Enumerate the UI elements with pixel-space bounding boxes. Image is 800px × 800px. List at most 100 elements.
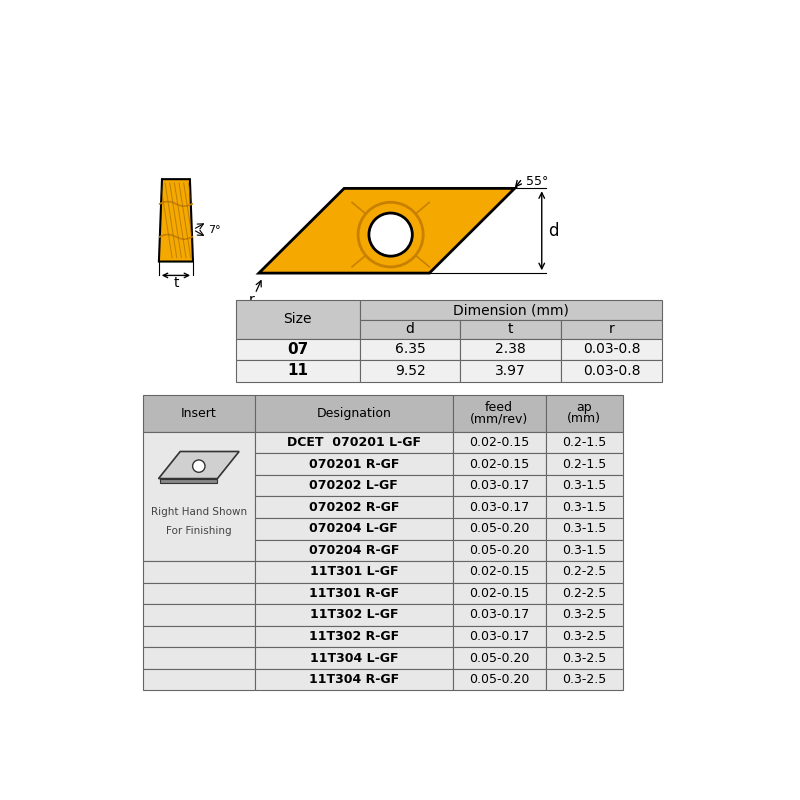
Bar [453,496,546,518]
Text: 0.3-1.5: 0.3-1.5 [562,501,606,514]
Text: 9.52: 9.52 [394,364,426,378]
Text: 11T304 L-GF: 11T304 L-GF [310,651,398,665]
Bar [255,582,453,604]
Text: DCET  070201 L-GF: DCET 070201 L-GF [287,436,421,449]
Text: 6.35: 6.35 [394,342,426,356]
Bar [142,432,255,561]
Bar [453,582,546,604]
Text: r: r [609,322,614,336]
Bar [453,669,546,690]
Text: 11: 11 [287,363,308,378]
Text: 070204 L-GF: 070204 L-GF [310,522,398,535]
Bar [142,561,255,582]
Text: 0.2-1.5: 0.2-1.5 [562,458,606,470]
Bar [453,394,546,432]
Polygon shape [259,188,514,273]
Circle shape [369,213,412,256]
Bar [255,518,453,539]
Bar [255,626,453,647]
Text: 0.03-0.17: 0.03-0.17 [469,609,530,622]
Bar [561,360,662,382]
Bar [360,300,662,320]
Bar [236,300,360,338]
Text: 3.97: 3.97 [495,364,526,378]
Bar [453,518,546,539]
Bar [460,360,561,382]
Text: 0.3-2.5: 0.3-2.5 [562,651,606,665]
Text: 11T302 R-GF: 11T302 R-GF [309,630,399,643]
Bar [546,432,623,454]
Text: 070201 R-GF: 070201 R-GF [309,458,399,470]
Text: 0.3-1.5: 0.3-1.5 [562,479,606,492]
Text: 0.03-0.17: 0.03-0.17 [469,479,530,492]
Text: 0.05-0.20: 0.05-0.20 [469,544,530,557]
Bar [255,496,453,518]
Text: 0.3-1.5: 0.3-1.5 [562,544,606,557]
Text: Size: Size [283,312,312,326]
Text: d: d [548,222,558,240]
Bar [546,626,623,647]
Bar [546,647,623,669]
Bar [561,338,662,360]
Bar [255,647,453,669]
Text: 0.02-0.15: 0.02-0.15 [469,436,530,449]
Text: (mm): (mm) [567,412,602,425]
Bar [142,647,255,669]
Text: 070202 L-GF: 070202 L-GF [310,479,398,492]
Bar [142,582,255,604]
Text: 11T304 R-GF: 11T304 R-GF [309,673,399,686]
Bar [453,604,546,626]
Text: 07: 07 [287,342,308,357]
Bar [546,604,623,626]
Text: 7°: 7° [209,225,221,234]
Bar [453,539,546,561]
Bar [255,669,453,690]
Bar [142,604,255,626]
Text: For Finishing: For Finishing [166,526,232,536]
Bar [255,475,453,496]
Text: 11T302 L-GF: 11T302 L-GF [310,609,398,622]
Text: 55°: 55° [526,174,549,187]
Bar [453,647,546,669]
Text: Designation: Designation [316,406,391,420]
Bar [255,604,453,626]
Text: 0.03-0.8: 0.03-0.8 [582,364,640,378]
Text: 0.05-0.20: 0.05-0.20 [469,522,530,535]
Text: 0.03-0.8: 0.03-0.8 [582,342,640,356]
Text: 0.3-2.5: 0.3-2.5 [562,630,606,643]
Bar [142,394,255,432]
Bar [453,626,546,647]
Bar [453,561,546,582]
Text: 0.03-0.17: 0.03-0.17 [469,501,530,514]
Bar [360,360,460,382]
Text: Right Hand Shown: Right Hand Shown [150,507,247,517]
Bar [561,320,662,338]
Text: 0.02-0.15: 0.02-0.15 [469,587,530,600]
Bar [546,475,623,496]
Text: 0.3-2.5: 0.3-2.5 [562,609,606,622]
Text: d: d [406,322,414,336]
Polygon shape [158,451,239,478]
Text: (mm/rev): (mm/rev) [470,412,528,425]
Text: 11T301 R-GF: 11T301 R-GF [309,587,399,600]
Text: Insert: Insert [181,406,217,420]
Text: 070204 R-GF: 070204 R-GF [309,544,399,557]
Bar [546,518,623,539]
Polygon shape [159,179,193,262]
Text: t: t [173,276,178,290]
Text: 0.3-2.5: 0.3-2.5 [562,673,606,686]
Text: 0.02-0.15: 0.02-0.15 [469,566,530,578]
Bar [255,432,453,454]
Text: 0.05-0.20: 0.05-0.20 [469,651,530,665]
Bar [460,320,561,338]
Bar [453,432,546,454]
Bar [142,626,255,647]
Text: feed: feed [485,402,513,414]
Text: 0.03-0.17: 0.03-0.17 [469,630,530,643]
Bar [453,454,546,475]
Bar [546,582,623,604]
Text: 0.2-1.5: 0.2-1.5 [562,436,606,449]
Text: 2.38: 2.38 [495,342,526,356]
Bar [546,561,623,582]
Bar [255,394,453,432]
